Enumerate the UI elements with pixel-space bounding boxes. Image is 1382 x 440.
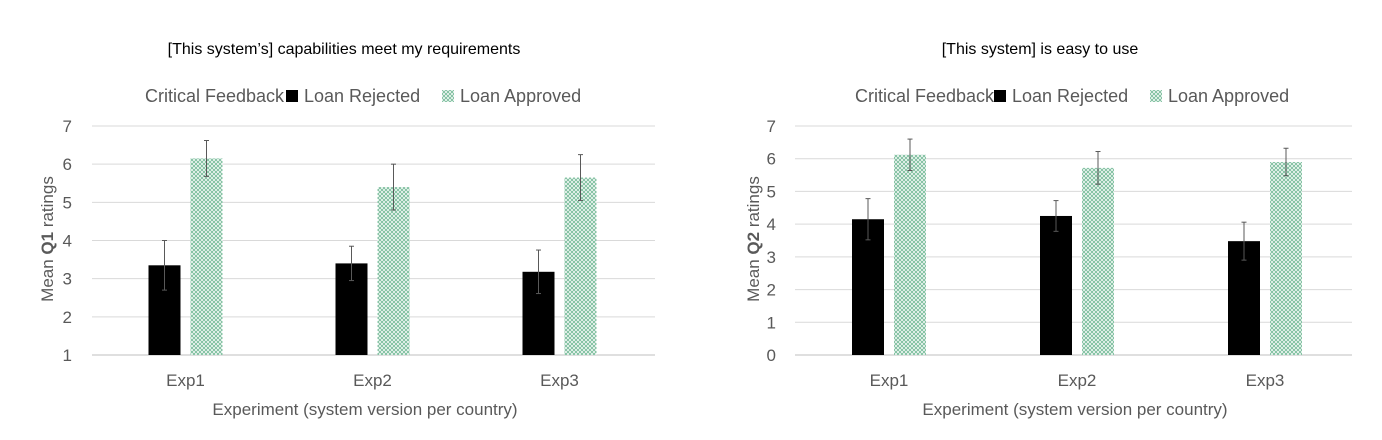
bars (852, 154, 1302, 355)
y-axis-label: Mean Q2 ratings (744, 176, 763, 302)
y-tick-label: 4 (767, 215, 776, 234)
bar-loan-approved-exp1 (190, 158, 223, 355)
y-tick-label: 3 (63, 270, 72, 289)
legend-swatch-loan-rejected (286, 90, 298, 102)
legend-label-loan-approved: Loan Approved (460, 86, 581, 106)
y-tick-labels: 1 2 3 4 5 6 7 (63, 117, 72, 365)
legend-label-loan-rejected: Loan Rejected (304, 86, 420, 106)
y-tick-label: 0 (767, 346, 776, 365)
bar-loan-approved-exp2 (1082, 167, 1114, 355)
y-tick-label: 4 (63, 232, 72, 251)
bar-loan-approved-exp2 (377, 187, 410, 355)
bars (148, 158, 597, 355)
y-tick-label: 5 (63, 193, 72, 212)
y-tick-label: 5 (767, 182, 776, 201)
x-tick-label: Exp2 (353, 371, 392, 390)
chart-q2: [This system] is easy to use Critical Fe… (744, 41, 1352, 419)
x-tick-labels: Exp1 Exp2 Exp3 (166, 371, 579, 390)
y-tick-label: 7 (767, 117, 776, 136)
x-tick-label: Exp2 (1058, 371, 1097, 390)
error-bars (865, 138, 1289, 261)
y-tick-label: 3 (767, 248, 776, 267)
chart-title: [This system’s] capabilities meet my req… (168, 41, 521, 58)
chart-q1: [This system’s] capabilities meet my req… (38, 41, 655, 419)
legend-label-loan-rejected: Loan Rejected (1012, 86, 1128, 106)
bar-loan-approved-exp3 (564, 177, 597, 355)
legend-title: Critical Feedback (855, 86, 995, 106)
y-tick-label: 2 (63, 308, 72, 327)
x-tick-label: Exp3 (540, 371, 579, 390)
y-tick-label: 6 (63, 155, 72, 174)
legend-swatch-loan-rejected (994, 90, 1006, 102)
y-tick-label: 1 (767, 313, 776, 332)
y-tick-label: 2 (767, 281, 776, 300)
legend-label-loan-approved: Loan Approved (1168, 86, 1289, 106)
bar-loan-rejected-exp1 (852, 219, 884, 355)
legend-swatch-loan-approved (1150, 90, 1162, 102)
y-tick-label: 6 (767, 150, 776, 169)
y-tick-label: 7 (63, 117, 72, 136)
x-tick-label: Exp1 (166, 371, 205, 390)
legend-title: Critical Feedback (145, 86, 285, 106)
x-tick-labels: Exp1 Exp2 Exp3 (870, 371, 1285, 390)
x-axis-label: Experiment (system version per country) (212, 400, 517, 419)
bar-loan-approved-exp3 (1270, 161, 1302, 355)
y-tick-label: 1 (63, 346, 72, 365)
y-axis-label: Mean Q1 ratings (38, 176, 57, 302)
y-tick-labels: 0 1 2 3 4 5 6 7 (767, 117, 776, 365)
error-bars (162, 140, 583, 295)
bar-loan-rejected-exp2 (1040, 215, 1072, 355)
x-tick-label: Exp3 (1246, 371, 1285, 390)
x-axis-label: Experiment (system version per country) (922, 400, 1227, 419)
bar-loan-approved-exp1 (894, 154, 926, 355)
legend-swatch-loan-approved (442, 90, 454, 102)
gridlines (92, 125, 655, 356)
chart-title: [This system] is easy to use (942, 41, 1139, 58)
x-tick-label: Exp1 (870, 371, 909, 390)
